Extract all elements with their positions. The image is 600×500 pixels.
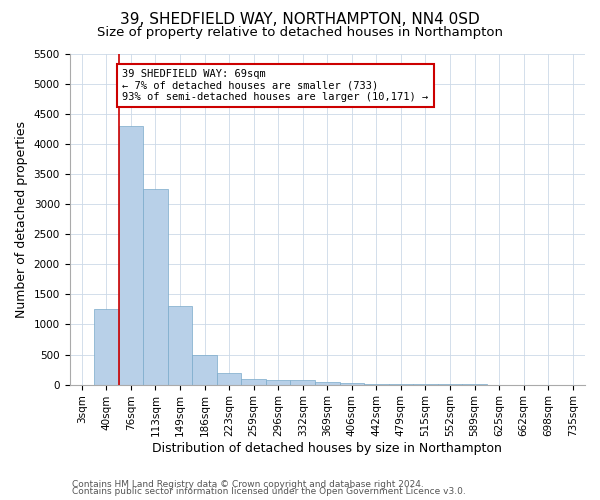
- Bar: [94, 310, 119, 384]
- Bar: [266, 380, 290, 384]
- Text: Contains HM Land Registry data © Crown copyright and database right 2024.: Contains HM Land Registry data © Crown c…: [72, 480, 424, 489]
- Text: 39 SHEDFIELD WAY: 69sqm
← 7% of detached houses are smaller (733)
93% of semi-de: 39 SHEDFIELD WAY: 69sqm ← 7% of detached…: [122, 69, 428, 102]
- Bar: [168, 306, 192, 384]
- Text: Contains public sector information licensed under the Open Government Licence v3: Contains public sector information licen…: [72, 488, 466, 496]
- Y-axis label: Number of detached properties: Number of detached properties: [15, 121, 28, 318]
- Text: 39, SHEDFIELD WAY, NORTHAMPTON, NN4 0SD: 39, SHEDFIELD WAY, NORTHAMPTON, NN4 0SD: [120, 12, 480, 28]
- Bar: [315, 382, 340, 384]
- Bar: [290, 380, 315, 384]
- Bar: [192, 354, 217, 384]
- Bar: [241, 378, 266, 384]
- Bar: [340, 383, 364, 384]
- Bar: [217, 372, 241, 384]
- X-axis label: Distribution of detached houses by size in Northampton: Distribution of detached houses by size …: [152, 442, 502, 455]
- Bar: [119, 126, 143, 384]
- Bar: [143, 189, 168, 384]
- Text: Size of property relative to detached houses in Northampton: Size of property relative to detached ho…: [97, 26, 503, 39]
